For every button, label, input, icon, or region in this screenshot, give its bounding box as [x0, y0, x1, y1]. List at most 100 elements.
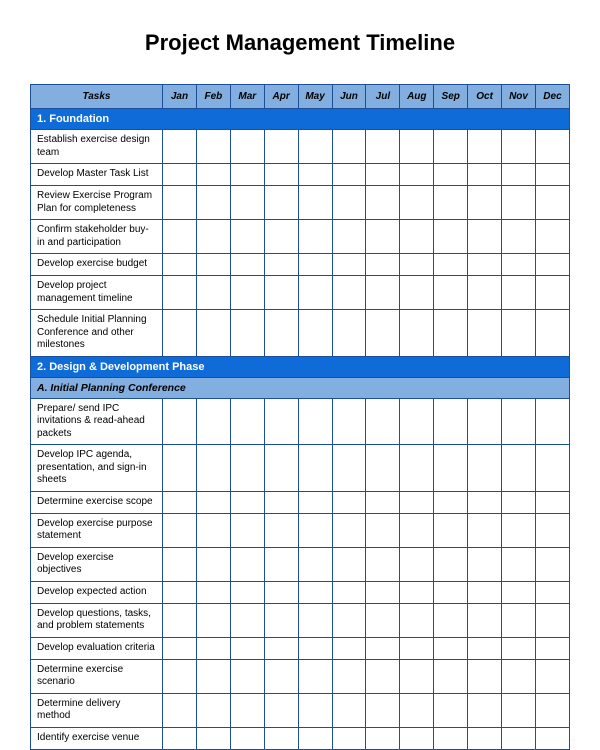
month-cell: [535, 581, 569, 603]
month-cell: [502, 603, 536, 637]
task-row: Review Exercise Program Plan for complet…: [31, 186, 570, 220]
month-cell: [535, 398, 569, 445]
month-cell: [298, 491, 332, 513]
month-cell: [264, 186, 298, 220]
month-cell: [434, 581, 468, 603]
month-cell: [298, 164, 332, 186]
month-cell: [400, 445, 434, 492]
month-cell: [332, 276, 366, 310]
task-row: Confirm stakeholder buy-in and participa…: [31, 220, 570, 254]
month-cell: [535, 603, 569, 637]
task-label: Determine exercise scope: [31, 491, 163, 513]
month-cell: [230, 693, 264, 727]
month-cell: [502, 581, 536, 603]
month-cell: [366, 220, 400, 254]
month-header: Jan: [163, 85, 197, 109]
month-cell: [366, 130, 400, 164]
task-label: Develop Master Task List: [31, 164, 163, 186]
task-row: Determine exercise scenario: [31, 659, 570, 693]
month-cell: [163, 693, 197, 727]
section-row: 1. Foundation: [31, 109, 570, 130]
month-cell: [366, 513, 400, 547]
month-cell: [298, 276, 332, 310]
month-cell: [163, 491, 197, 513]
month-cell: [264, 659, 298, 693]
month-cell: [298, 637, 332, 659]
month-cell: [434, 637, 468, 659]
task-label: Schedule Initial Planning Conference and…: [31, 310, 163, 357]
month-cell: [332, 130, 366, 164]
month-cell: [196, 254, 230, 276]
month-cell: [163, 547, 197, 581]
month-cell: [366, 727, 400, 749]
month-cell: [230, 276, 264, 310]
month-cell: [434, 310, 468, 357]
month-cell: [366, 547, 400, 581]
task-label: Develop questions, tasks, and problem st…: [31, 603, 163, 637]
month-cell: [298, 603, 332, 637]
month-cell: [230, 220, 264, 254]
month-header: Nov: [502, 85, 536, 109]
task-row: Develop IPC agenda, presentation, and si…: [31, 445, 570, 492]
task-label: Determine exercise scenario: [31, 659, 163, 693]
month-cell: [400, 164, 434, 186]
month-cell: [535, 445, 569, 492]
month-cell: [298, 547, 332, 581]
task-row: Develop exercise purpose statement: [31, 513, 570, 547]
month-cell: [468, 254, 502, 276]
month-cell: [196, 637, 230, 659]
month-cell: [298, 513, 332, 547]
month-cell: [434, 164, 468, 186]
month-cell: [468, 220, 502, 254]
month-cell: [535, 727, 569, 749]
month-cell: [332, 581, 366, 603]
month-cell: [196, 220, 230, 254]
task-row: Establish exercise design team: [31, 130, 570, 164]
month-cell: [366, 603, 400, 637]
month-cell: [230, 637, 264, 659]
month-cell: [468, 310, 502, 357]
month-cell: [230, 581, 264, 603]
month-cell: [230, 491, 264, 513]
month-cell: [196, 659, 230, 693]
month-cell: [163, 310, 197, 357]
month-cell: [400, 220, 434, 254]
month-cell: [502, 220, 536, 254]
month-cell: [230, 186, 264, 220]
month-cell: [163, 637, 197, 659]
month-cell: [400, 254, 434, 276]
month-cell: [502, 727, 536, 749]
month-cell: [264, 547, 298, 581]
month-cell: [264, 693, 298, 727]
month-cell: [332, 693, 366, 727]
month-cell: [366, 186, 400, 220]
month-cell: [163, 445, 197, 492]
month-cell: [535, 310, 569, 357]
month-cell: [230, 659, 264, 693]
task-row: Develop project management timeline: [31, 276, 570, 310]
month-cell: [366, 445, 400, 492]
month-cell: [400, 398, 434, 445]
month-cell: [502, 513, 536, 547]
month-cell: [264, 130, 298, 164]
task-label: Determine delivery method: [31, 693, 163, 727]
month-cell: [400, 659, 434, 693]
month-cell: [535, 637, 569, 659]
month-cell: [366, 398, 400, 445]
month-header: Oct: [468, 85, 502, 109]
month-cell: [468, 637, 502, 659]
month-cell: [298, 581, 332, 603]
month-cell: [468, 693, 502, 727]
month-cell: [332, 445, 366, 492]
month-header: Apr: [264, 85, 298, 109]
month-cell: [502, 254, 536, 276]
month-header: Jul: [366, 85, 400, 109]
month-cell: [468, 445, 502, 492]
task-label: Develop exercise purpose statement: [31, 513, 163, 547]
month-header: Aug: [400, 85, 434, 109]
task-row: Prepare/ send IPC invitations & read-ahe…: [31, 398, 570, 445]
month-cell: [163, 254, 197, 276]
month-cell: [535, 513, 569, 547]
task-row: Identify exercise venue: [31, 727, 570, 749]
month-cell: [468, 603, 502, 637]
